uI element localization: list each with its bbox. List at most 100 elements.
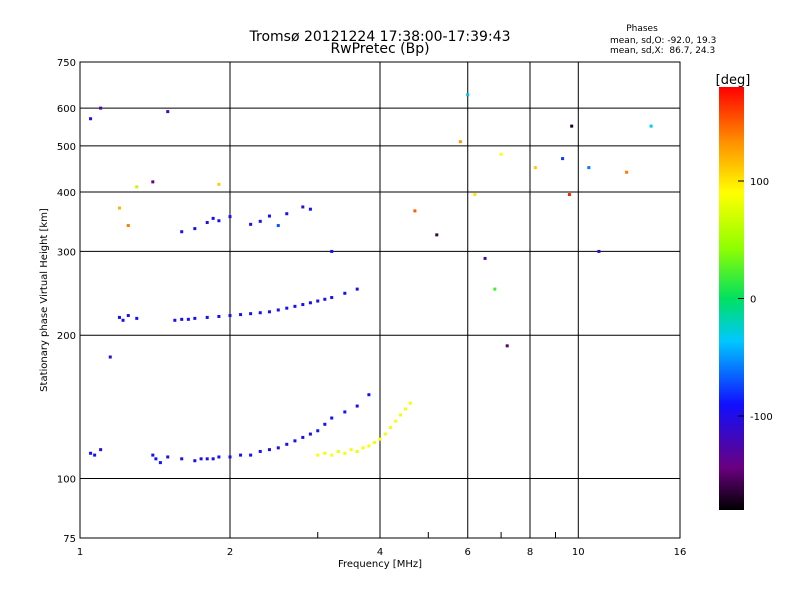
data-point — [173, 318, 177, 322]
data-point — [383, 432, 387, 436]
data-point — [217, 314, 221, 318]
data-point — [505, 344, 509, 348]
data-point — [258, 219, 262, 223]
data-point — [316, 429, 320, 433]
data-point — [249, 222, 253, 226]
data-point — [276, 308, 280, 312]
data-point — [151, 453, 155, 457]
data-point — [399, 413, 403, 417]
x-axis-ticks: 1 2 4 6 8 10 16 — [77, 532, 686, 558]
data-point — [570, 124, 574, 128]
data-point — [466, 93, 470, 97]
data-point — [154, 457, 158, 461]
data-point — [367, 393, 371, 397]
data-point — [330, 416, 334, 420]
data-point — [205, 457, 209, 461]
data-point — [301, 435, 305, 439]
y-axis-ticks: 75 100 200 300 400 500 600 750 — [57, 58, 76, 545]
data-point — [413, 209, 417, 213]
data-point — [493, 287, 497, 291]
data-point — [258, 449, 262, 453]
x-tick-label: 1 — [77, 547, 83, 558]
data-point — [293, 304, 297, 308]
data-point — [308, 432, 312, 436]
data-point — [205, 221, 209, 225]
colorbar-label: [deg] — [716, 73, 751, 88]
data-point — [389, 425, 393, 429]
data-point — [276, 446, 280, 450]
data-point — [267, 310, 271, 314]
data-point — [649, 124, 653, 128]
colorbar-ticks: 100 0 -100 — [738, 177, 773, 423]
data-point — [323, 422, 327, 426]
data-point — [625, 170, 629, 174]
data-point — [285, 212, 289, 216]
data-point — [293, 439, 297, 443]
data-point — [249, 312, 253, 316]
stats-heading: Phases — [626, 24, 658, 34]
data-point — [228, 314, 232, 318]
data-point — [180, 457, 184, 461]
colorbar-tick-label: 0 — [750, 295, 756, 306]
data-point — [473, 193, 477, 197]
data-point — [93, 453, 97, 457]
data-point — [301, 303, 305, 307]
stats-o-mode: mean, sd,O: -92.0, 19.3 — [610, 36, 716, 46]
data-point — [349, 448, 353, 452]
data-point — [561, 157, 565, 161]
data-point — [126, 314, 130, 318]
data-point — [117, 315, 121, 319]
data-point — [117, 206, 121, 210]
y-tick-label: 750 — [57, 58, 76, 69]
data-point — [355, 404, 359, 408]
y-axis-label: Stationary phase Virtual Height [km] — [39, 208, 50, 392]
data-point — [258, 311, 262, 315]
data-point — [239, 453, 243, 457]
data-point — [158, 461, 162, 465]
x-tick-label: 4 — [377, 547, 383, 558]
data-point — [276, 224, 280, 228]
data-point — [199, 457, 203, 461]
y-tick-label: 600 — [57, 104, 76, 115]
data-point — [336, 449, 340, 453]
data-point — [323, 451, 327, 455]
data-point — [343, 451, 347, 455]
x-tick-label: 6 — [465, 547, 471, 558]
y-tick-label: 100 — [57, 475, 76, 486]
data-point — [355, 287, 359, 291]
data-point — [301, 205, 305, 209]
data-point — [483, 256, 487, 260]
colorbar-tick-label: 100 — [750, 177, 769, 188]
x-tick-label: 2 — [227, 547, 233, 558]
data-point — [228, 215, 232, 219]
data-point — [135, 185, 139, 189]
data-point — [211, 457, 215, 461]
data-point — [373, 441, 377, 445]
data-point — [186, 317, 190, 321]
data-point — [587, 166, 591, 170]
x-tick-label: 8 — [527, 547, 533, 558]
x-axis-label: Frequency [MHz] — [338, 559, 422, 570]
data-point — [408, 401, 412, 405]
data-point — [89, 451, 93, 455]
chart-title: Tromsø 20121224 17:38:00-17:39:43 — [249, 29, 511, 45]
data-point — [121, 318, 125, 322]
data-point — [378, 437, 382, 441]
y-tick-label: 300 — [57, 247, 76, 258]
x-tick-label: 10 — [572, 547, 585, 558]
data-point — [330, 249, 334, 253]
data-point — [355, 449, 359, 453]
data-point — [89, 117, 93, 121]
data-points — [89, 93, 653, 465]
data-point — [239, 313, 243, 317]
data-point — [108, 355, 112, 359]
data-point — [323, 297, 327, 301]
y-tick-label: 400 — [57, 188, 76, 199]
data-point — [597, 249, 601, 253]
data-point — [316, 299, 320, 303]
data-point — [533, 166, 537, 170]
chart-subtitle: RwPretec (Bp) — [330, 41, 429, 57]
data-point — [343, 291, 347, 295]
colorbar-tick-label: -100 — [750, 412, 773, 423]
